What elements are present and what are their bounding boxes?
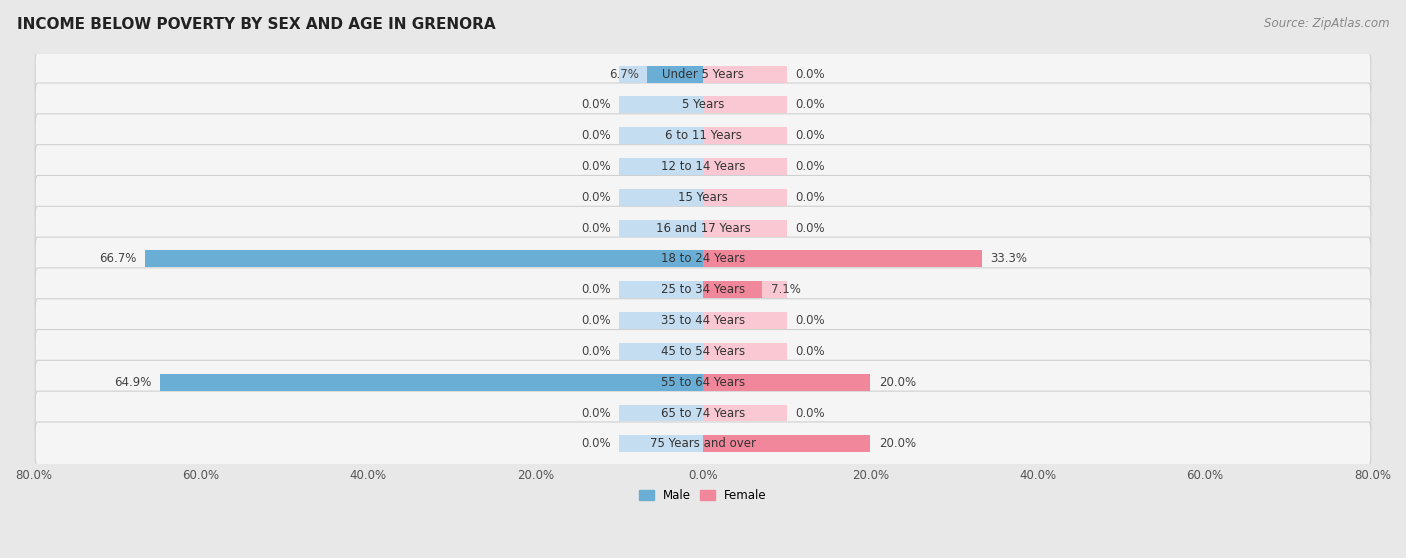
- Text: 0.0%: 0.0%: [581, 222, 612, 235]
- FancyBboxPatch shape: [35, 83, 1371, 127]
- Bar: [619, 66, 703, 83]
- Bar: [703, 312, 787, 329]
- Text: 5 Years: 5 Years: [682, 98, 724, 112]
- Bar: [160, 374, 703, 391]
- Bar: [619, 405, 703, 421]
- Bar: [703, 405, 787, 421]
- Text: 0.0%: 0.0%: [581, 283, 612, 296]
- Text: 18 to 24 Years: 18 to 24 Years: [661, 252, 745, 266]
- Text: 64.9%: 64.9%: [114, 376, 152, 389]
- Bar: [619, 374, 703, 391]
- Text: 33.3%: 33.3%: [990, 252, 1026, 266]
- Text: Source: ZipAtlas.com: Source: ZipAtlas.com: [1264, 17, 1389, 30]
- Bar: [703, 66, 787, 83]
- Text: 12 to 14 Years: 12 to 14 Years: [661, 160, 745, 173]
- Text: 66.7%: 66.7%: [98, 252, 136, 266]
- Text: 0.0%: 0.0%: [794, 314, 825, 327]
- Bar: [703, 251, 981, 267]
- Bar: [703, 374, 787, 391]
- Bar: [619, 220, 703, 237]
- FancyBboxPatch shape: [35, 330, 1371, 373]
- Text: 0.0%: 0.0%: [794, 191, 825, 204]
- Text: 0.0%: 0.0%: [581, 345, 612, 358]
- Bar: [703, 189, 787, 206]
- Bar: [619, 158, 703, 175]
- Text: 20.0%: 20.0%: [879, 437, 915, 450]
- Text: 0.0%: 0.0%: [794, 98, 825, 112]
- Text: 15 Years: 15 Years: [678, 191, 728, 204]
- Bar: [647, 66, 703, 83]
- Bar: [703, 281, 762, 298]
- Text: 0.0%: 0.0%: [794, 129, 825, 142]
- FancyBboxPatch shape: [35, 175, 1371, 219]
- Bar: [703, 251, 787, 267]
- FancyBboxPatch shape: [35, 206, 1371, 250]
- Text: 16 and 17 Years: 16 and 17 Years: [655, 222, 751, 235]
- Bar: [619, 251, 703, 267]
- Text: 0.0%: 0.0%: [794, 160, 825, 173]
- Text: 0.0%: 0.0%: [581, 437, 612, 450]
- Bar: [619, 127, 703, 144]
- Text: 6.7%: 6.7%: [609, 68, 638, 80]
- FancyBboxPatch shape: [35, 114, 1371, 157]
- Text: 75 Years and over: 75 Years and over: [650, 437, 756, 450]
- Bar: [145, 251, 703, 267]
- Bar: [619, 189, 703, 206]
- Bar: [619, 281, 703, 298]
- Text: 7.1%: 7.1%: [770, 283, 800, 296]
- Bar: [703, 97, 787, 113]
- Bar: [619, 343, 703, 360]
- FancyBboxPatch shape: [35, 145, 1371, 189]
- Bar: [619, 97, 703, 113]
- Text: 0.0%: 0.0%: [581, 129, 612, 142]
- Bar: [619, 312, 703, 329]
- Text: 65 to 74 Years: 65 to 74 Years: [661, 407, 745, 420]
- Bar: [703, 343, 787, 360]
- Bar: [703, 435, 870, 453]
- Bar: [703, 220, 787, 237]
- Text: INCOME BELOW POVERTY BY SEX AND AGE IN GRENORA: INCOME BELOW POVERTY BY SEX AND AGE IN G…: [17, 17, 495, 32]
- FancyBboxPatch shape: [35, 422, 1371, 466]
- Text: 35 to 44 Years: 35 to 44 Years: [661, 314, 745, 327]
- Bar: [703, 281, 787, 298]
- Bar: [703, 435, 787, 453]
- Text: 55 to 64 Years: 55 to 64 Years: [661, 376, 745, 389]
- Text: 0.0%: 0.0%: [794, 345, 825, 358]
- Text: 0.0%: 0.0%: [581, 191, 612, 204]
- Bar: [703, 127, 787, 144]
- FancyBboxPatch shape: [35, 52, 1371, 96]
- Text: 0.0%: 0.0%: [581, 160, 612, 173]
- FancyBboxPatch shape: [35, 237, 1371, 281]
- FancyBboxPatch shape: [35, 391, 1371, 435]
- FancyBboxPatch shape: [35, 268, 1371, 312]
- FancyBboxPatch shape: [35, 360, 1371, 404]
- Text: 0.0%: 0.0%: [794, 407, 825, 420]
- Bar: [703, 158, 787, 175]
- Legend: Male, Female: Male, Female: [634, 485, 772, 507]
- FancyBboxPatch shape: [35, 299, 1371, 343]
- Bar: [703, 374, 870, 391]
- Text: Under 5 Years: Under 5 Years: [662, 68, 744, 80]
- Text: 0.0%: 0.0%: [581, 314, 612, 327]
- Bar: [619, 435, 703, 453]
- Text: 25 to 34 Years: 25 to 34 Years: [661, 283, 745, 296]
- Text: 0.0%: 0.0%: [794, 222, 825, 235]
- Text: 20.0%: 20.0%: [879, 376, 915, 389]
- Text: 0.0%: 0.0%: [794, 68, 825, 80]
- Text: 0.0%: 0.0%: [581, 98, 612, 112]
- Text: 45 to 54 Years: 45 to 54 Years: [661, 345, 745, 358]
- Text: 6 to 11 Years: 6 to 11 Years: [665, 129, 741, 142]
- Text: 0.0%: 0.0%: [581, 407, 612, 420]
